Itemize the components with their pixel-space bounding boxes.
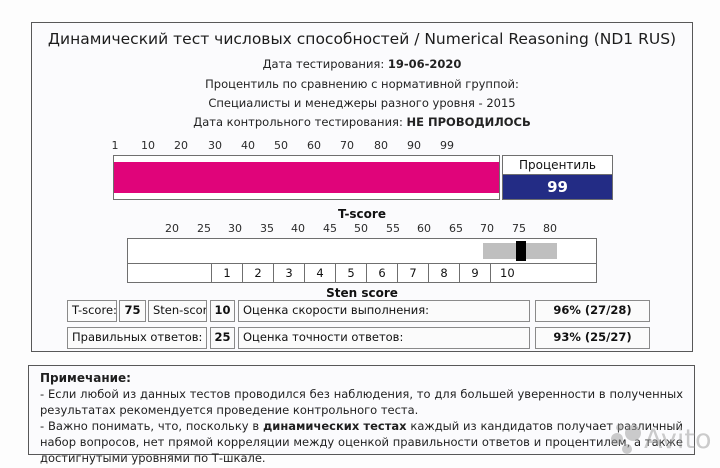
correct-result-label: Правильных ответов: <box>67 327 207 349</box>
results-card: Динамический тест числовых способностей … <box>31 22 693 352</box>
sten-cell: 6 <box>366 264 397 282</box>
percentile-value-box: Процентиль 99 <box>502 155 613 200</box>
sten-scale: 1 2 3 4 5 6 7 8 9 10 <box>127 263 597 283</box>
percentile-tick: 1 <box>111 139 119 152</box>
test-date-label: Дата тестирования: <box>262 57 385 71</box>
percentile-value: 99 <box>503 175 612 199</box>
percentile-tick: 70 <box>340 139 354 152</box>
tscore-tick: 35 <box>260 222 274 235</box>
note-p2-text: каждый из кандидатов получает различный … <box>40 419 683 465</box>
tscore-tick: 50 <box>354 222 368 235</box>
sten-cell: 8 <box>428 264 459 282</box>
percentile-bar-track <box>113 155 500 200</box>
sten-cell: 2 <box>242 264 273 282</box>
tscore-tick: 25 <box>197 222 211 235</box>
percentile-tick: 50 <box>274 139 288 152</box>
tscore-track <box>127 238 597 264</box>
tscore-marker <box>516 241 526 261</box>
sten-cell: 3 <box>273 264 304 282</box>
control-date-line: Дата контрольного тестирования: НЕ ПРОВО… <box>32 115 692 129</box>
note-heading: Примечание: <box>40 371 131 385</box>
control-date-value: НЕ ПРОВОДИЛОСЬ <box>406 115 531 129</box>
percentile-tick: 99 <box>440 139 454 152</box>
sten-cell: 7 <box>397 264 428 282</box>
sten-scale-label: Sten score <box>326 286 398 300</box>
sten-cell: 9 <box>459 264 490 282</box>
sten-cell: 4 <box>304 264 335 282</box>
percentile-tick: 60 <box>307 139 321 152</box>
percentile-tick: 20 <box>174 139 188 152</box>
tscore-scale-label: T-score <box>338 207 386 221</box>
percentile-tick: 10 <box>141 139 155 152</box>
note-p2-bold: динамических тестах <box>262 419 407 433</box>
page-title: Динамический тест числовых способностей … <box>47 30 677 48</box>
norm-group-name: Специалисты и менеджеры разного уровня -… <box>208 96 516 110</box>
correct-result-value: 25 <box>210 327 235 349</box>
tscore-tick: 55 <box>386 222 400 235</box>
tscore-result-label: T-score: <box>67 300 117 322</box>
tscore-tick: 30 <box>228 222 242 235</box>
tscore-tick: 40 <box>291 222 305 235</box>
tscore-tick: 60 <box>417 222 431 235</box>
percentile-tick: 40 <box>241 139 255 152</box>
control-date-label: Дата контрольного тестирования: <box>193 115 403 129</box>
norm-group-caption: Процентиль по сравнению с нормативной гр… <box>205 77 519 91</box>
test-date-value: 19-06-2020 <box>387 57 462 71</box>
sten-cell: 10 <box>490 264 596 282</box>
speed-result-label: Оценка скорости выполнения: <box>238 300 530 322</box>
tscore-result-value: 75 <box>119 300 146 322</box>
accuracy-result-value: 93% (25/27) <box>535 327 650 349</box>
percentile-bar-fill <box>114 162 499 193</box>
tscore-tick: 65 <box>449 222 463 235</box>
percentile-tick: 80 <box>374 139 388 152</box>
note-p2-text: - Важно понимать, что, поскольку в <box>40 419 263 433</box>
percentile-box-label: Процентиль <box>503 156 612 175</box>
percentile-tick: 30 <box>208 139 222 152</box>
sten-cell: 1 <box>211 264 242 282</box>
sten-result-label: Sten-score: <box>148 300 207 322</box>
note-paragraph-2: - Важно понимать, что, поскольку в динам… <box>40 418 683 466</box>
test-date-line: Дата тестирования: 19-06-2020 <box>32 57 692 71</box>
tscore-tick: 20 <box>165 222 179 235</box>
note-paragraph-1: - Если любой из данных тестов проводился… <box>40 387 683 417</box>
sten-result-value: 10 <box>210 300 235 322</box>
note-card: Примечание: - Если любой из данных тесто… <box>28 365 695 465</box>
tscore-tick: 45 <box>323 222 337 235</box>
sten-cell-empty <box>128 264 211 282</box>
accuracy-result-label: Оценка точности ответов: <box>238 327 530 349</box>
tscore-tick: 80 <box>543 222 557 235</box>
percentile-tick: 90 <box>407 139 421 152</box>
speed-result-value: 96% (27/28) <box>535 300 650 322</box>
tscore-tick: 75 <box>512 222 526 235</box>
tscore-tick: 70 <box>480 222 494 235</box>
sten-cell: 5 <box>335 264 366 282</box>
